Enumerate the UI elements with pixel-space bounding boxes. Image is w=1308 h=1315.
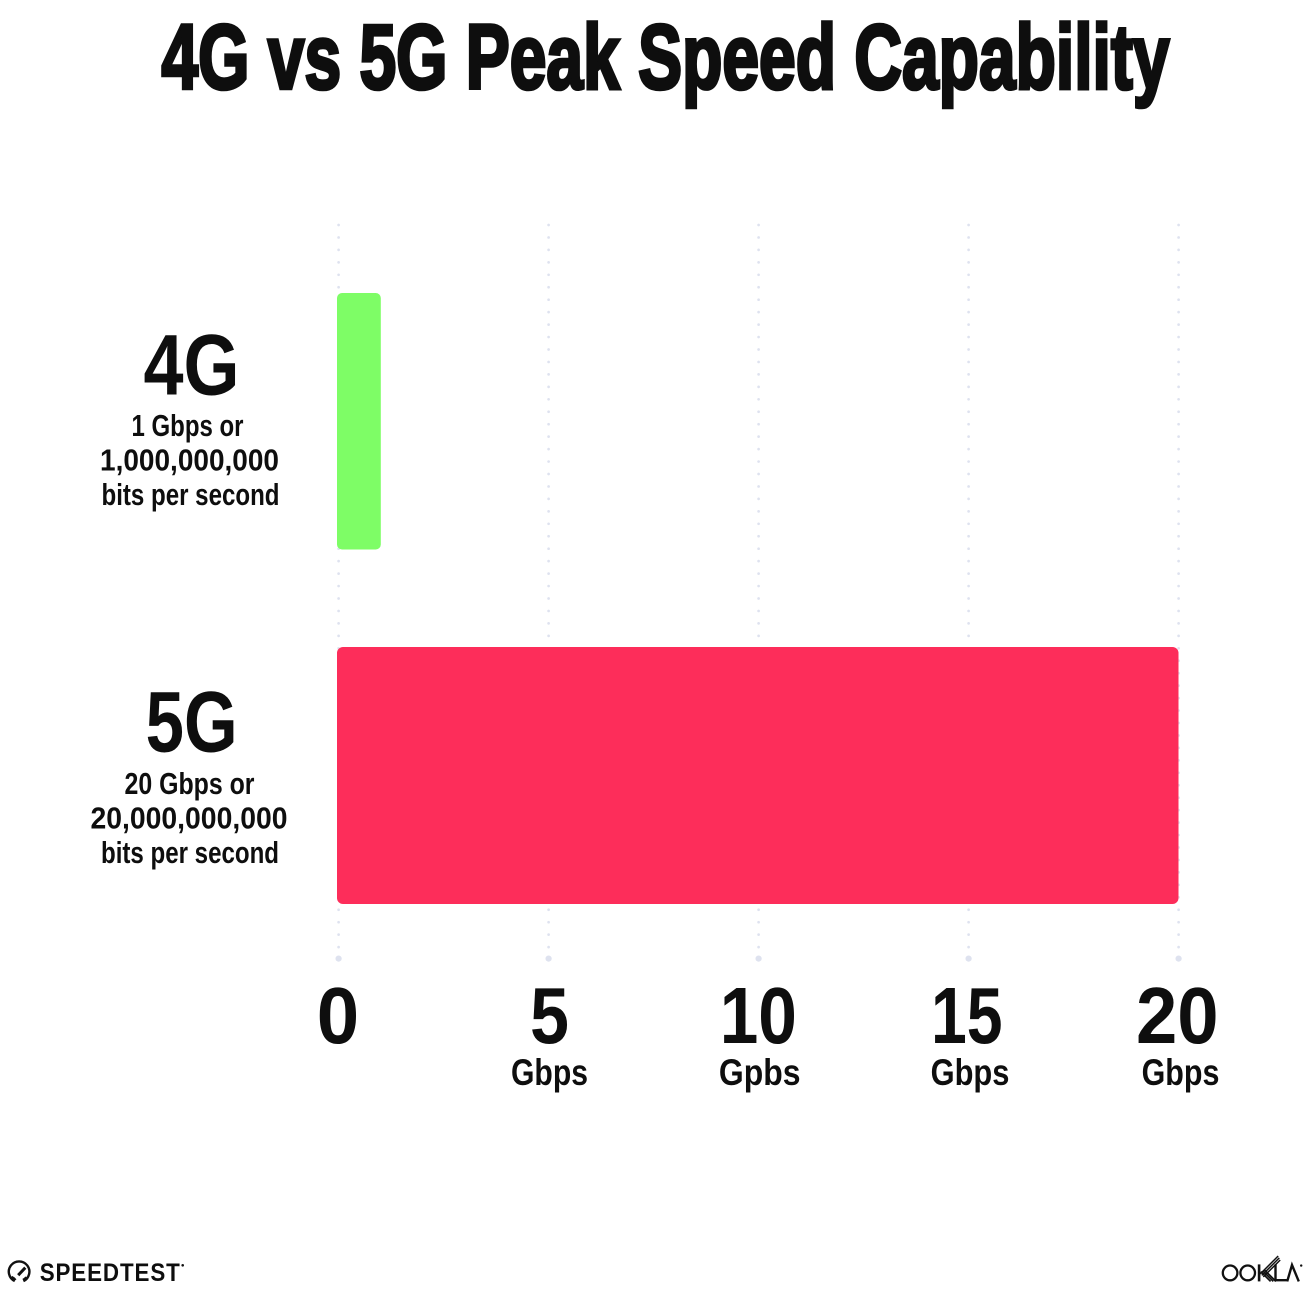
svg-text:20 Gbps or: 20 Gbps or (125, 766, 255, 801)
svg-text:4G: 4G (144, 317, 240, 413)
svg-text:Gpbs: Gpbs (719, 1052, 801, 1093)
svg-text:5G: 5G (146, 675, 238, 771)
svg-text:Gbps: Gbps (1142, 1052, 1220, 1093)
svg-text:0: 0 (317, 971, 359, 1060)
svg-text:bits per second: bits per second (102, 477, 280, 512)
svg-text:1,000,000,000: 1,000,000,000 (100, 443, 279, 478)
svg-text:10: 10 (720, 971, 797, 1060)
svg-text:15: 15 (931, 971, 1003, 1060)
svg-text:20,000,000,000: 20,000,000,000 (91, 800, 288, 835)
svg-text:bits per second: bits per second (101, 835, 279, 870)
svg-text:5: 5 (530, 971, 569, 1060)
svg-text:Gbps: Gbps (511, 1052, 588, 1093)
svg-text:20: 20 (1136, 971, 1219, 1060)
svg-text:SPEEDTEST: SPEEDTEST (40, 1259, 181, 1287)
svg-text:Gbps: Gbps (931, 1052, 1010, 1093)
svg-text:4G vs 5G Peak Speed Capability: 4G vs 5G Peak Speed Capability (162, 7, 1170, 109)
svg-text:1 Gbps or: 1 Gbps or (132, 408, 244, 443)
